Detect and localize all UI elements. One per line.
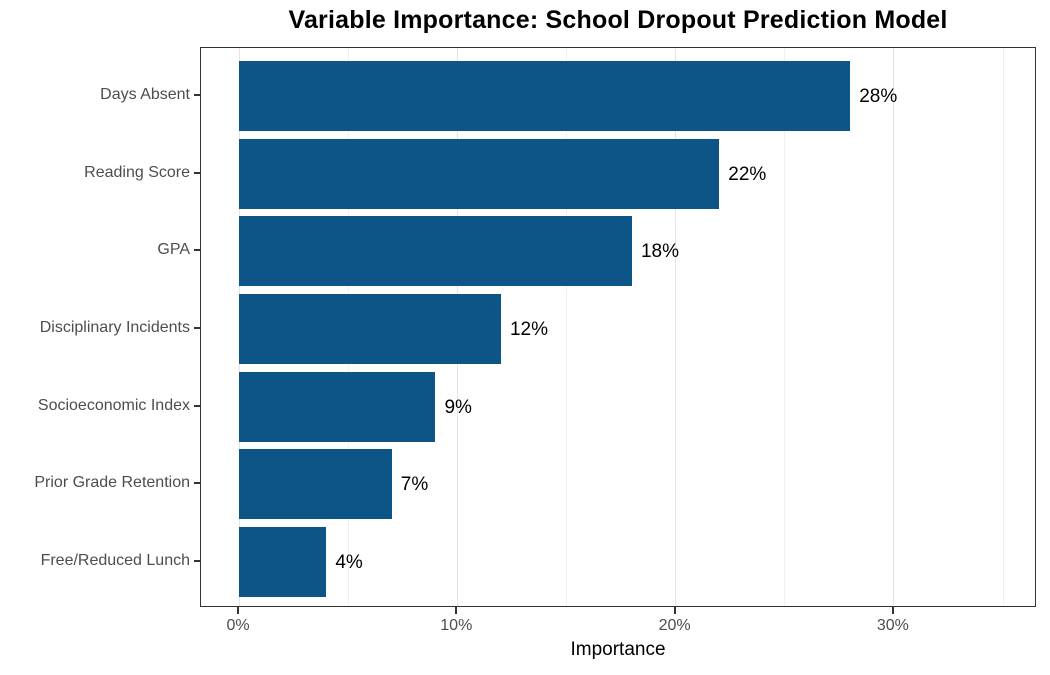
y-axis-label: Socioeconomic Index: [37, 396, 190, 414]
x-axis-tick: [237, 607, 239, 614]
x-axis-tick: [455, 607, 458, 614]
y-axis-tick: [194, 327, 200, 329]
x-axis-tick-label: 10%: [440, 617, 473, 634]
major-gridline: [893, 48, 895, 606]
bar-free-reduced-lunch: [239, 527, 327, 598]
bar-value-label: 28%: [859, 86, 898, 107]
y-axis-label: Reading Score: [84, 163, 190, 181]
x-axis-tick: [891, 607, 894, 614]
x-axis-tick: [673, 607, 676, 614]
y-axis-label: GPA: [157, 241, 190, 259]
x-axis-tick-label: 0%: [226, 617, 250, 634]
bar-value-label: 18%: [640, 241, 679, 263]
plot-panel: 28% 22% 18% 12% 9% 7% 4%: [200, 47, 1036, 607]
bar-reading-score: [239, 138, 720, 209]
bar-value-label: 9%: [444, 396, 472, 418]
bar-socioeconomic-index: [239, 371, 436, 442]
y-axis-label: Disciplinary Incidents: [39, 319, 190, 336]
bar-value-label: 22%: [728, 163, 767, 185]
bar-value-label: 4%: [335, 552, 363, 574]
y-axis-label: Days Absent: [100, 86, 190, 103]
y-axis-tick: [194, 482, 200, 485]
y-axis-label: Free/Reduced Lunch: [40, 552, 190, 570]
bar-disciplinary-incidents: [239, 294, 501, 364]
x-axis-tick-label: 30%: [876, 617, 909, 634]
bar-value-label: 12%: [509, 319, 548, 340]
minor-gridline: [784, 48, 786, 606]
y-axis-tick: [194, 171, 200, 174]
y-axis-tick: [194, 94, 200, 96]
bar-days-absent: [239, 61, 851, 131]
major-gridline: [675, 48, 677, 606]
bar-value-label: 7%: [400, 474, 429, 496]
bar-prior-grade-retention: [239, 449, 392, 520]
x-axis-tick-label: 20%: [658, 617, 691, 634]
y-axis-label: Prior Grade Retention: [34, 474, 190, 492]
minor-gridline: [1002, 48, 1004, 606]
y-axis-tick: [194, 404, 200, 407]
y-axis-tick: [194, 249, 200, 252]
x-axis-title: Importance: [570, 639, 666, 660]
bar-gpa: [239, 216, 632, 287]
y-axis-tick: [194, 560, 200, 563]
chart-title: Variable Importance: School Dropout Pred…: [288, 6, 948, 34]
minor-gridline: [565, 48, 567, 606]
